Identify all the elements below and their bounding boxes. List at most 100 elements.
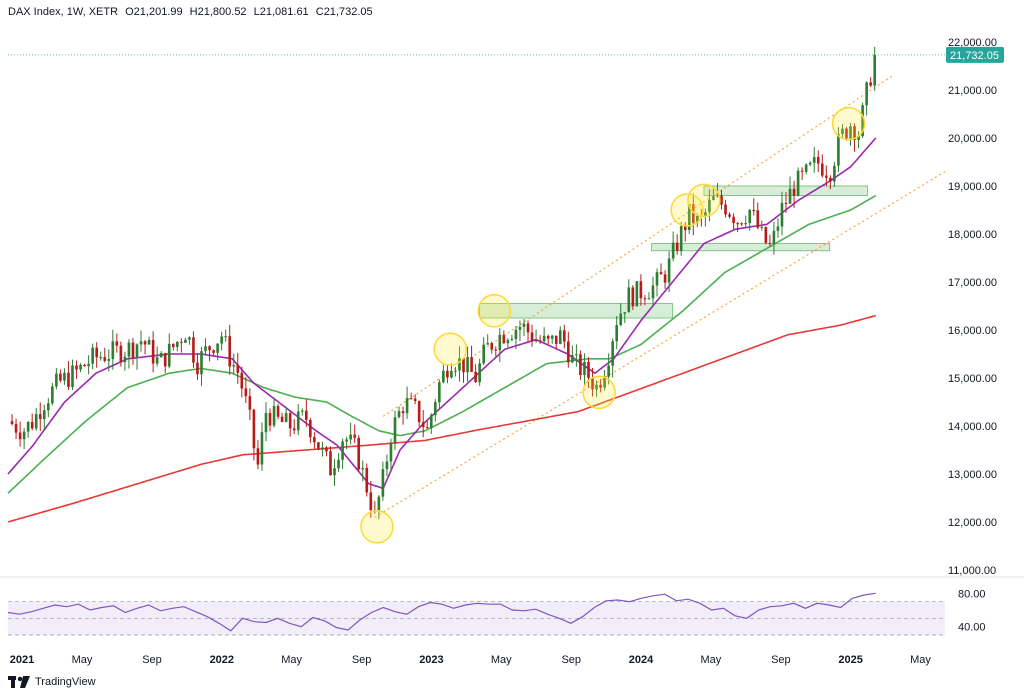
time-axis[interactable]: 2021 May Sep 2022 May Sep 2023 May Sep 2024 May Sep… (0, 576, 1024, 666)
candle-body (691, 204, 695, 223)
candle-body (200, 351, 203, 375)
candle-body (841, 128, 844, 135)
candle-body (42, 410, 46, 420)
candle-body (236, 364, 240, 373)
price-tick-label: 14,000.00 (948, 421, 997, 433)
candle-body (365, 467, 369, 493)
low-value: L21,081.61 (253, 6, 309, 18)
candle-body (800, 170, 804, 172)
time-tick-label: 2023 (419, 654, 443, 666)
candle-body (304, 410, 308, 420)
symbol-label[interactable]: DAX Index, 1W, XETR (8, 6, 119, 18)
channel-lower-line (374, 171, 946, 518)
candle-body (562, 330, 566, 342)
channel-upper-line (382, 75, 893, 417)
candle-body (317, 442, 320, 450)
candle-body (175, 341, 179, 348)
candle-body (607, 365, 610, 377)
candle-body (837, 134, 840, 166)
highlight-circle-4 (670, 193, 704, 227)
candle-body (724, 204, 727, 215)
candle-body (510, 338, 514, 341)
candle-body (329, 451, 332, 476)
time-tick-label: Sep (352, 654, 372, 666)
candle-body (812, 157, 816, 163)
price-tick-label: 19,000.00 (948, 181, 997, 193)
candle-body (506, 340, 510, 344)
candle-body (756, 210, 760, 228)
candle-body (216, 343, 219, 353)
candle-body (147, 340, 151, 345)
candle-body (413, 398, 417, 402)
time-tick-label: May (491, 654, 512, 666)
candle-body (159, 353, 163, 358)
time-tick-label: Sep (771, 654, 791, 666)
candle-body (696, 215, 699, 223)
tradingview-logo-icon (8, 676, 30, 688)
time-tick-label: 2025 (838, 654, 862, 666)
candle-body (796, 170, 800, 196)
candle-body (421, 422, 425, 428)
candle-body (91, 347, 94, 364)
price-axis[interactable]: 22,000.00 21,000.00 20,000.00 19,000.00 18,0… (8, 37, 1004, 577)
candle-body (619, 313, 623, 326)
candle-body (780, 203, 784, 227)
candle-body (623, 312, 627, 314)
open-value: O21,201.99 (125, 6, 183, 18)
candle-body (655, 272, 659, 286)
candle-body (833, 165, 836, 182)
highlight-circle-2 (477, 294, 512, 328)
candle-body (353, 434, 356, 438)
candle-body (321, 447, 324, 450)
candle-body (514, 329, 518, 339)
candle-body (107, 358, 111, 361)
candle-body (18, 432, 22, 440)
candlesticks (10, 46, 877, 520)
candle-body (14, 424, 18, 433)
time-tick-label: May (281, 654, 302, 666)
trend-channel (374, 75, 946, 518)
candle-body (772, 230, 776, 244)
candle-body (151, 340, 155, 364)
time-tick-label: 2022 (210, 654, 234, 666)
highlight-circles (360, 106, 866, 544)
price-tick-label: 21,000.00 (948, 85, 997, 97)
candle-body (861, 105, 864, 137)
tradingview-logo[interactable]: TradingView (8, 676, 96, 688)
candle-body (575, 354, 578, 356)
candle-body (248, 396, 252, 410)
candle-body (309, 419, 312, 438)
candle-body (135, 344, 139, 358)
candle-body (865, 82, 868, 106)
candle-body (458, 358, 461, 371)
price-tick-label: 11,000.00 (948, 565, 996, 577)
candle-body (542, 335, 546, 342)
candle-body (180, 341, 183, 343)
candle-body (494, 349, 498, 351)
candle-body (55, 373, 58, 387)
candle-body (708, 199, 711, 213)
candle-body (486, 343, 490, 345)
rsi-pane: 80.00 40.00 (7, 588, 986, 636)
price-tick-label: 22,000.00 (948, 37, 997, 49)
price-tick-label: 15,000.00 (948, 373, 997, 385)
candle-body (333, 468, 336, 476)
candle-body (127, 342, 131, 357)
candle-body (728, 214, 731, 217)
candle-body (587, 361, 590, 378)
candle-body (784, 203, 788, 205)
candle-body (579, 354, 582, 376)
candle-body (143, 341, 147, 345)
candle-body (490, 343, 494, 350)
candle-body (808, 162, 812, 165)
candle-body (804, 164, 808, 172)
candle-body (264, 413, 268, 433)
candle-body (10, 421, 14, 425)
candle-body (502, 334, 506, 344)
candle-body (450, 371, 453, 378)
candle-body (433, 402, 437, 416)
candle-body (192, 337, 195, 363)
candle-body (768, 242, 772, 244)
